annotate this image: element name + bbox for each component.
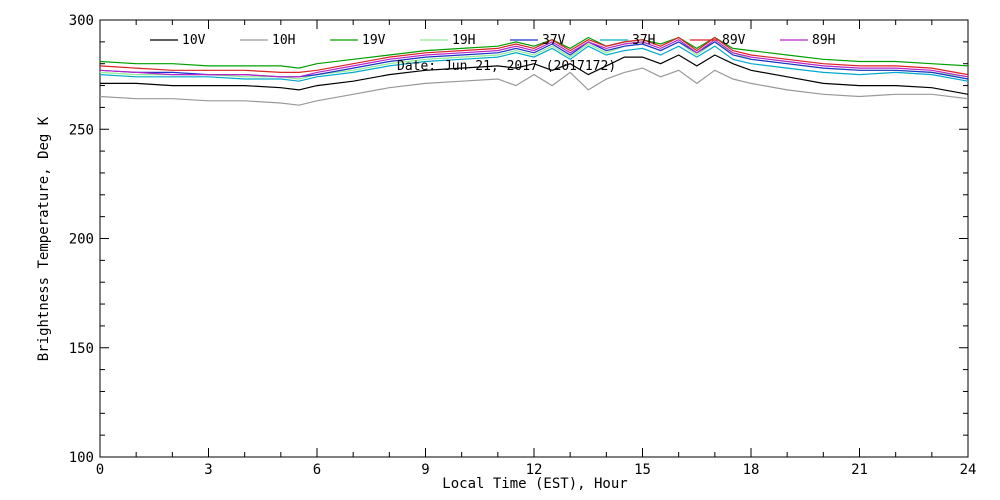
series-line-89v [99, 36, 969, 76]
y-axis-title: Brightness Temperature, Deg K [36, 116, 52, 361]
x-axis-title: Local Time (EST), Hour [442, 476, 627, 492]
x-tick-label: 9 [421, 462, 429, 478]
y-tick-label: 100 [69, 450, 94, 466]
legend-label-89h: 89H [812, 33, 835, 48]
y-tick-label: 300 [69, 13, 94, 29]
axes: 0 3 6 9 12 15 18 21 24 100 150 200 250 300 [69, 13, 977, 478]
date-annotation: Date: Jun 21, 2017 (2017172) [397, 59, 616, 74]
legend-label-10h: 10H [272, 33, 295, 48]
x-tick-label: 12 [526, 462, 543, 478]
legend-label-37v: 37V [542, 33, 566, 48]
legend-label-19h: 19H [452, 33, 475, 48]
series-lines [99, 36, 969, 106]
x-tick-label: 21 [851, 462, 868, 478]
y-tick-label: 200 [69, 232, 94, 248]
x-tick-label: 24 [960, 462, 977, 478]
x-tick-label: 0 [96, 462, 104, 478]
x-tick-label: 15 [634, 462, 651, 478]
x-tick-label: 3 [204, 462, 212, 478]
series-line-19v [99, 36, 969, 69]
series-line-89h [99, 38, 969, 78]
series-line-10h [99, 67, 969, 106]
y-tick-label: 150 [69, 341, 94, 357]
x-tick-label: 18 [743, 462, 760, 478]
series-line-37h [99, 45, 969, 82]
y-tick-label: 250 [69, 122, 94, 138]
legend-label-37h: 37H [632, 33, 655, 48]
legend-label-89v: 89V [722, 33, 746, 48]
legend-label-19v: 19V [362, 33, 386, 48]
legend-label-10v: 10V [182, 33, 206, 48]
legend: 10V 10H 19V 19H 37V 37H 89V 89H [150, 33, 835, 48]
x-tick-label: 6 [313, 462, 321, 478]
series-line-10v [100, 54, 969, 95]
